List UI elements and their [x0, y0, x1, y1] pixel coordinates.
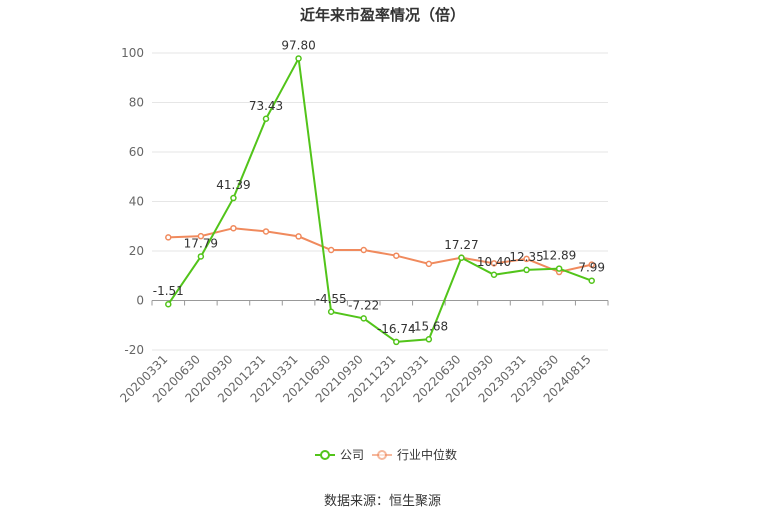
data-point	[588, 277, 595, 284]
data-label: -7.22	[348, 298, 379, 312]
data-label: -15.68	[410, 319, 449, 333]
data-point	[327, 246, 335, 254]
data-label: 12.35	[509, 250, 543, 264]
y-tick-label: 80	[129, 96, 144, 110]
y-tick-label: 100	[121, 46, 144, 60]
data-point	[197, 253, 205, 260]
data-point	[360, 246, 367, 254]
data-point	[197, 232, 205, 240]
chart-title: 近年来市盈率情况（倍）	[299, 6, 465, 24]
data-point	[458, 254, 465, 262]
data-point	[262, 115, 270, 123]
data-point	[393, 252, 400, 259]
data-label: -1.51	[153, 284, 184, 298]
data-label: 7.99	[578, 261, 605, 275]
data-point	[425, 336, 433, 343]
legend-label: 行业中位数	[397, 447, 457, 462]
legend-marker	[377, 450, 387, 460]
data-point	[230, 224, 237, 232]
data-source-note: 数据来源：恒生聚源	[323, 494, 441, 509]
data-point	[295, 55, 302, 62]
legend-marker	[320, 450, 330, 460]
y-tick-label: 40	[129, 195, 144, 209]
data-point	[230, 194, 237, 202]
series-line	[167, 55, 593, 343]
data-point	[490, 260, 498, 267]
data-point	[523, 255, 530, 263]
data-point	[588, 261, 595, 268]
data-point	[523, 266, 530, 274]
data-label: 12.89	[542, 249, 576, 263]
data-point	[425, 260, 433, 268]
data-label: 17.27	[444, 238, 478, 252]
data-label: 41.39	[216, 178, 250, 192]
series-line	[168, 227, 592, 274]
data-point	[490, 271, 498, 279]
data-point	[165, 234, 172, 241]
data-point	[555, 265, 563, 272]
data-label: 73.43	[249, 99, 283, 113]
data-label: 10.40	[477, 255, 511, 269]
data-point	[327, 308, 335, 316]
y-tick-label: -20	[124, 343, 144, 357]
y-tick-label: 0	[136, 294, 144, 308]
y-tick-label: 20	[129, 244, 144, 258]
data-point	[295, 233, 302, 240]
y-tick-label: 60	[129, 145, 144, 159]
data-label: 17.79	[184, 236, 218, 250]
data-point	[262, 228, 270, 235]
data-label: -4.55	[316, 292, 347, 306]
data-label: -16.74	[377, 322, 416, 336]
data-point	[393, 338, 400, 346]
legend-label: 公司	[340, 448, 364, 462]
data-point	[165, 300, 172, 308]
data-label: 97.80	[281, 38, 315, 52]
data-point	[360, 315, 367, 322]
